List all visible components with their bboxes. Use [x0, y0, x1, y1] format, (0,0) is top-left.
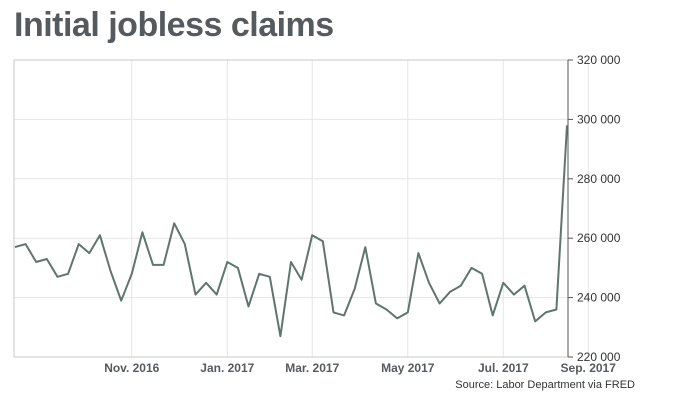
x-tick-label: Jul. 2017 [478, 361, 529, 375]
x-tick-label: Sep. 2017 [561, 361, 617, 375]
y-axis: 220 000 240 000 260 000 280 000 300 000 320 0… [567, 53, 621, 364]
y-tick-label: 260 000 [577, 231, 621, 245]
x-tick-label: Mar. 2017 [285, 361, 339, 375]
x-tick-label: Nov. 2016 [104, 361, 159, 375]
y-tick-label: 320 000 [577, 53, 621, 67]
source-note: Source: Labor Department via FRED [455, 379, 635, 391]
x-axis: Nov. 2016 Jan. 2017 Mar. 2017 May 2017 Jul. … [104, 361, 616, 375]
y-tick-label: 280 000 [577, 172, 621, 186]
y-tick-label: 220 000 [577, 350, 621, 364]
x-tick-label: Jan. 2017 [200, 361, 254, 375]
grid-lines [14, 59, 589, 358]
x-tick-label: May 2017 [381, 361, 435, 375]
y-tick-label: 300 000 [577, 112, 621, 126]
plot-border [13, 59, 569, 358]
y-tick-label: 240 000 [577, 291, 621, 305]
chart-title: Initial jobless claims [14, 6, 334, 44]
series-line [14, 125, 568, 338]
